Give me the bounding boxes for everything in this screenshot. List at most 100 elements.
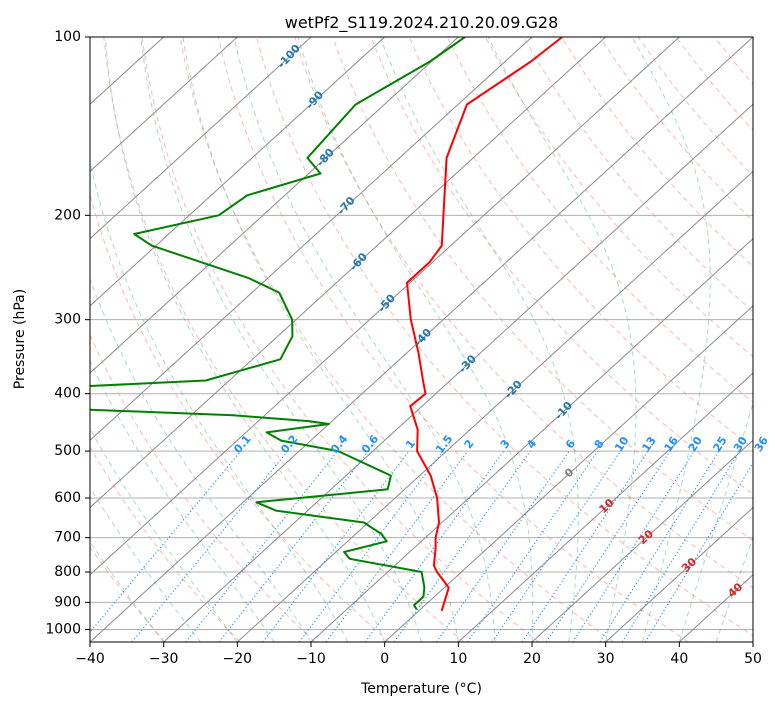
background-lines (90, 37, 753, 642)
y-axis-label: Pressure (hPa) (12, 289, 28, 389)
dry-adiabat-line (179, 37, 614, 642)
moist-adiabat-line (140, 37, 422, 642)
mixing-ratio-label: 2 (462, 437, 477, 451)
isotherm-line (90, 37, 386, 307)
moist-adiabat-line (487, 37, 637, 642)
dry-adiabat-label: -100 (275, 42, 303, 71)
y-tick-label: 900 (54, 594, 81, 610)
moist-adiabat-line (90, 486, 201, 642)
dry-adiabat-line (561, 37, 753, 267)
isotherm-line (752, 641, 753, 642)
mixing-ratio-line (90, 450, 242, 634)
moist-adiabat-line (104, 37, 386, 642)
chart-title: wetPf2_S119.2024.210.20.09.G28 (285, 13, 559, 33)
x-tick-label: 50 (744, 651, 762, 667)
dry-adiabat-line (90, 546, 166, 642)
dry-adiabat-line (90, 333, 316, 642)
dry-adiabat-line (408, 37, 753, 449)
x-tick-label: −40 (75, 651, 105, 667)
dry-adiabat-line (256, 37, 753, 637)
x-tick-label: 0 (380, 651, 389, 667)
dry-adiabat-line (90, 192, 390, 642)
moist-adiabat-line (715, 535, 753, 642)
moist-adiabat-line (379, 37, 579, 642)
moist-adiabat-line (631, 37, 711, 642)
isotherm-line (90, 37, 238, 173)
dry-adiabat-line (484, 37, 753, 358)
x-tick-label: −30 (149, 651, 179, 667)
mixing-ratio-line (131, 450, 289, 642)
dewpoint-profile-line (90, 37, 466, 610)
y-tick-label: 500 (54, 443, 81, 459)
mixing-ratio-line (572, 450, 695, 642)
mixing-ratio-line (393, 450, 531, 642)
y-tick-label: 700 (54, 530, 81, 546)
dry-adiabat-line (294, 37, 753, 589)
dry-adiabat-line (90, 445, 241, 642)
mixing-ratio-line (545, 450, 671, 642)
axes: −40 −30 −20 −10 0 10 20 30 40 5010020030040050060… (45, 29, 762, 667)
mixing-ratio-label: 6 (563, 437, 578, 451)
y-tick-label: 300 (54, 312, 81, 328)
dry-adiabat-line (675, 37, 753, 131)
profiles (90, 37, 563, 612)
mixing-ratio-label: 8 (592, 437, 607, 451)
moist-adiabat-line (678, 401, 753, 642)
isotherm-line (90, 37, 459, 374)
y-tick-label: 800 (54, 564, 81, 580)
y-tick-label: 600 (54, 490, 81, 506)
isotherm-line (605, 506, 753, 642)
x-tick-label: 10 (449, 651, 467, 667)
y-tick-label: 100 (54, 29, 81, 45)
dry-adiabat-line (103, 37, 465, 642)
dry-adiabat-line (332, 37, 753, 542)
mixing-ratio-line (521, 450, 649, 642)
x-tick-label: −10 (296, 651, 326, 667)
moist-adiabat-line (297, 37, 534, 642)
moist-adiabat-line (90, 158, 349, 642)
isotherm-line (236, 170, 753, 642)
mixing-ratio-line (218, 450, 369, 642)
mixing-ratio-line (491, 450, 621, 642)
mixing-ratio-label: 1.5 (433, 433, 455, 456)
isotherm-line (310, 237, 753, 642)
mixing-ratio-line (467, 450, 599, 642)
moist-adiabat-line (90, 277, 312, 642)
dry-adiabat-line (217, 37, 689, 642)
mixing-ratio-line (298, 450, 444, 642)
mixing-ratio-label: 1 (403, 437, 418, 451)
plot-frame (89, 36, 754, 643)
dry-adiabat-line (141, 37, 540, 642)
mixing-ratio-line (185, 450, 339, 642)
isotherm-line (90, 37, 753, 642)
mixing-ratio-line (325, 450, 468, 642)
isotherm-line (531, 439, 753, 642)
x-axis-label: Temperature (°C) (360, 681, 482, 697)
moist-adiabat-line (182, 37, 459, 642)
moist-adiabat-line (90, 359, 275, 642)
x-tick-label: −20 (223, 651, 253, 667)
mixing-ratio-line (644, 461, 753, 642)
isotherm-line (163, 103, 753, 642)
dry-adiabat-line (714, 37, 753, 85)
mixing-ratio-line (621, 450, 740, 642)
mixing-ratio-label: 36 (752, 434, 771, 454)
y-tick-label: 200 (54, 207, 81, 223)
dry-adiabat-line (752, 37, 753, 39)
moist-adiabat-line (233, 37, 496, 642)
mixing-ratio-label: 4 (524, 437, 539, 451)
y-tick-label: 400 (54, 386, 81, 402)
dry-adiabat-line (523, 37, 753, 313)
x-tick-label: 30 (597, 651, 615, 667)
dry-adiabat-line (370, 37, 753, 495)
isotherm-line (90, 37, 312, 240)
mixing-ratio-label: 0.1 (231, 433, 253, 456)
mixing-ratio-label: 0.6 (359, 432, 382, 456)
y-tick-label: 1000 (45, 621, 81, 637)
mixing-ratio-label: 3 (498, 437, 513, 451)
isotherm-line (384, 305, 753, 642)
temperature-profile-line (406, 37, 563, 612)
moist-adiabat-line (90, 427, 238, 642)
moist-adiabat-line (752, 640, 753, 642)
isotherm-line (90, 37, 607, 509)
